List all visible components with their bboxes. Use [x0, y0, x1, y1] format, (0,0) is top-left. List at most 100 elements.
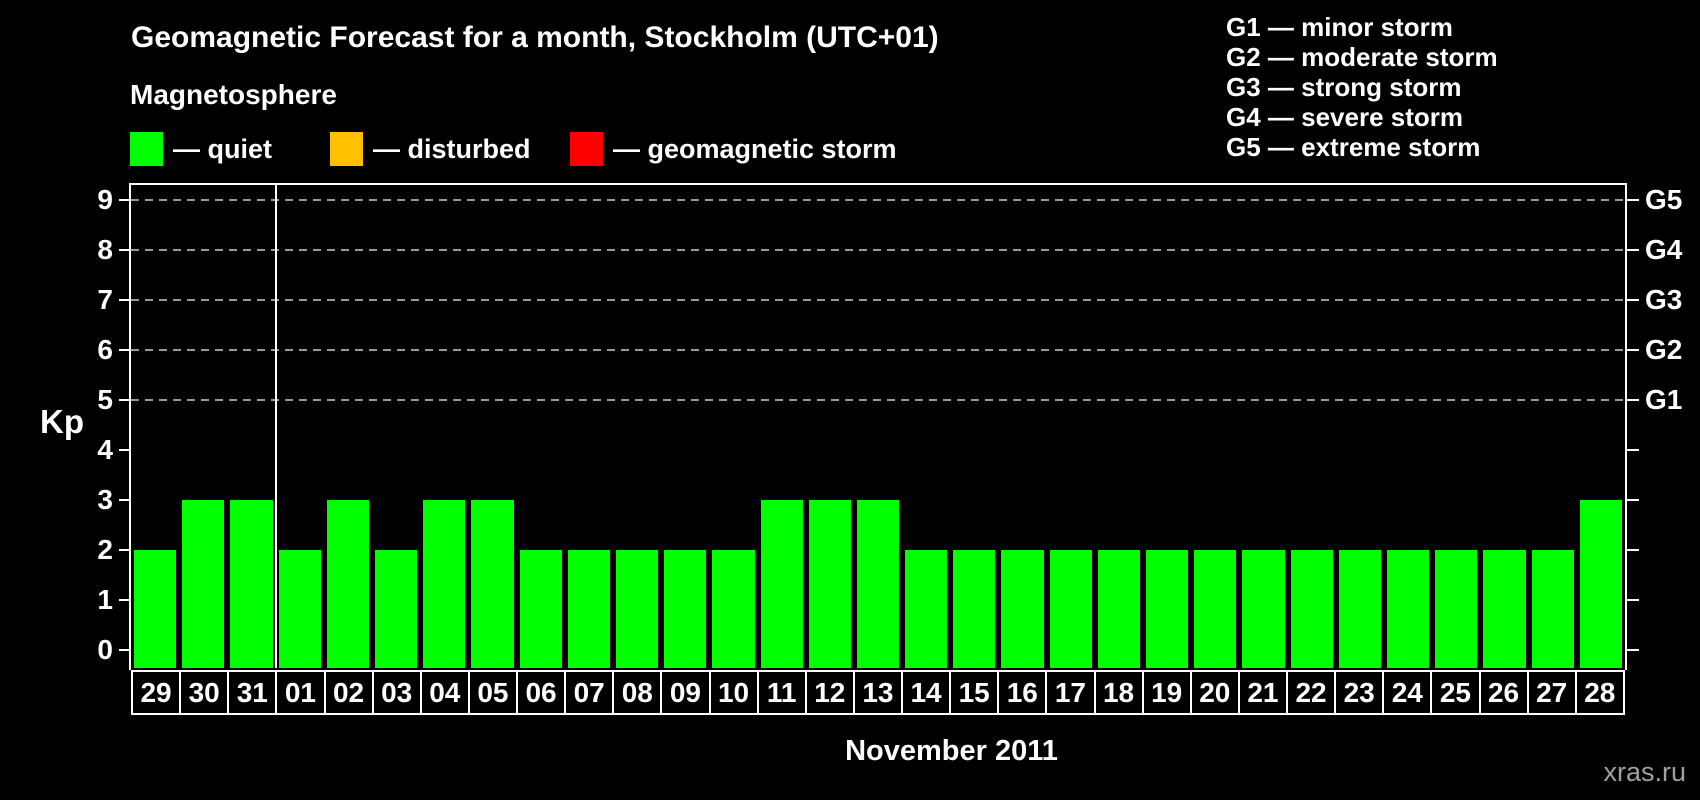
day-label-26: 26 — [1478, 670, 1529, 715]
kp-tick-label-7: 7 — [97, 284, 113, 315]
day-label-02: 02 — [323, 670, 374, 715]
g-scale-label-g5: G5 — [1645, 184, 1683, 215]
storm-scale-line-g1: G1 — minor storm — [1226, 12, 1453, 42]
storm-color-swatch-icon — [570, 132, 603, 166]
kp-bar-day-04 — [423, 500, 466, 668]
g-tick-4 — [1627, 449, 1639, 451]
kp-bar-day-21 — [1242, 550, 1285, 668]
g-tick-1 — [1627, 599, 1639, 601]
kp-tick-label-1: 1 — [97, 584, 113, 615]
g-scale-label-g3: G3 — [1645, 284, 1683, 315]
day-label-13: 13 — [852, 670, 903, 715]
day-label-01: 01 — [275, 670, 326, 715]
plot-area — [131, 183, 1625, 668]
kp-tick-label-3: 3 — [97, 484, 113, 515]
legend-label: — quiet — [173, 133, 272, 164]
kp-bar-day-01 — [278, 550, 321, 668]
day-label-17: 17 — [1045, 670, 1096, 715]
g-tick-8 — [1627, 249, 1639, 251]
day-label-05: 05 — [467, 670, 518, 715]
g-scale-label-g4: G4 — [1645, 234, 1683, 265]
day-label-21: 21 — [1237, 670, 1288, 715]
day-label-29: 29 — [131, 670, 182, 715]
day-label-04: 04 — [419, 670, 470, 715]
kp-bar-day-29 — [134, 550, 177, 668]
kp-bar-day-14 — [905, 550, 948, 668]
day-label-24: 24 — [1382, 670, 1433, 715]
kp-bar-day-08 — [615, 550, 659, 668]
g-scale-label-g2: G2 — [1645, 334, 1683, 365]
day-label-08: 08 — [612, 670, 663, 715]
legend-label: — disturbed — [373, 133, 531, 164]
kp-tick-label-0: 0 — [97, 634, 113, 665]
day-label-14: 14 — [901, 670, 952, 715]
day-label-18: 18 — [1093, 670, 1144, 715]
day-label-28: 28 — [1574, 670, 1625, 715]
g-tick-0 — [1627, 649, 1639, 651]
day-label-03: 03 — [371, 670, 422, 715]
gridline-kp9 — [131, 199, 1625, 201]
storm-scale-line-g5: G5 — extreme storm — [1226, 132, 1481, 162]
g-axis-line — [1625, 183, 1627, 670]
storm-scale-line-g2: G2 — moderate storm — [1226, 42, 1498, 72]
month-axis-label: November 2011 — [845, 735, 1058, 767]
legend-item-disturbed: — disturbed — [330, 132, 531, 166]
kp-tick-label-9: 9 — [97, 184, 113, 215]
kp-bar-day-02 — [326, 500, 369, 668]
day-label-23: 23 — [1334, 670, 1385, 715]
kp-bar-day-10 — [712, 550, 755, 668]
day-label-30: 30 — [179, 670, 230, 715]
g-tick-9 — [1627, 199, 1639, 201]
day-label-11: 11 — [756, 670, 807, 715]
kp-bar-day-26 — [1483, 550, 1526, 668]
storm-scale-legend: G1 — minor storm G2 — moderate storm G3 … — [1226, 12, 1498, 162]
day-label-22: 22 — [1286, 670, 1337, 715]
gridline-kp6 — [131, 349, 1625, 351]
day-label-20: 20 — [1189, 670, 1240, 715]
day-label-09: 09 — [660, 670, 711, 715]
kp-bar-day-28 — [1579, 500, 1622, 668]
disturbed-color-swatch-icon — [330, 132, 363, 166]
watermark: xras.ru — [1603, 757, 1686, 787]
g-tick-3 — [1627, 499, 1639, 501]
kp-axis-label: Kp — [40, 403, 84, 440]
legend-label: — geomagnetic storm — [613, 133, 897, 164]
legend-item-geomagnetic-storm: — geomagnetic storm — [570, 132, 897, 166]
storm-scale-line-g4: G4 — severe storm — [1226, 102, 1464, 132]
kp-bar-day-03 — [374, 550, 418, 668]
day-label-25: 25 — [1430, 670, 1481, 715]
month-separator-line — [274, 183, 277, 668]
day-axis-strip: 29 30 31 01 02 03 04 05 06 07 08 09 10 11 12 13 14 15 16 17… — [131, 670, 1625, 715]
kp-bar-day-15 — [953, 550, 996, 668]
storm-scale-line-g3: G3 — strong storm — [1226, 72, 1462, 102]
gridline-kp5 — [131, 399, 1625, 401]
plot-top-border — [129, 183, 1627, 185]
kp-tick-label-6: 6 — [97, 334, 113, 365]
day-label-27: 27 — [1526, 670, 1577, 715]
day-label-10: 10 — [708, 670, 759, 715]
kp-bar-day-11 — [760, 500, 803, 668]
page-title: Geomagnetic Forecast for a month, Stockh… — [131, 21, 939, 54]
kp-bar-day-23 — [1338, 550, 1382, 668]
g-scale-label-g1: G1 — [1645, 384, 1683, 415]
g-tick-2 — [1627, 549, 1639, 551]
day-label-31: 31 — [227, 670, 278, 715]
kp-bar-day-17 — [1049, 550, 1092, 668]
kp-bar-day-18 — [1097, 550, 1141, 668]
kp-bar-day-22 — [1290, 550, 1333, 668]
kp-bar-day-07 — [567, 550, 610, 668]
gridline-kp7 — [131, 299, 1625, 301]
kp-bar-day-24 — [1387, 550, 1430, 668]
kp-bar-day-31 — [230, 500, 273, 668]
day-label-12: 12 — [804, 670, 855, 715]
day-label-16: 16 — [997, 670, 1048, 715]
g-tick-5 — [1627, 399, 1639, 401]
day-label-07: 07 — [564, 670, 615, 715]
day-label-15: 15 — [949, 670, 1000, 715]
kp-bar-day-16 — [1001, 550, 1044, 668]
gridline-kp8 — [131, 249, 1625, 251]
legend-item-quiet: — quiet — [130, 132, 272, 166]
kp-bar-day-30 — [182, 500, 225, 668]
kp-bar-day-19 — [1146, 550, 1189, 668]
